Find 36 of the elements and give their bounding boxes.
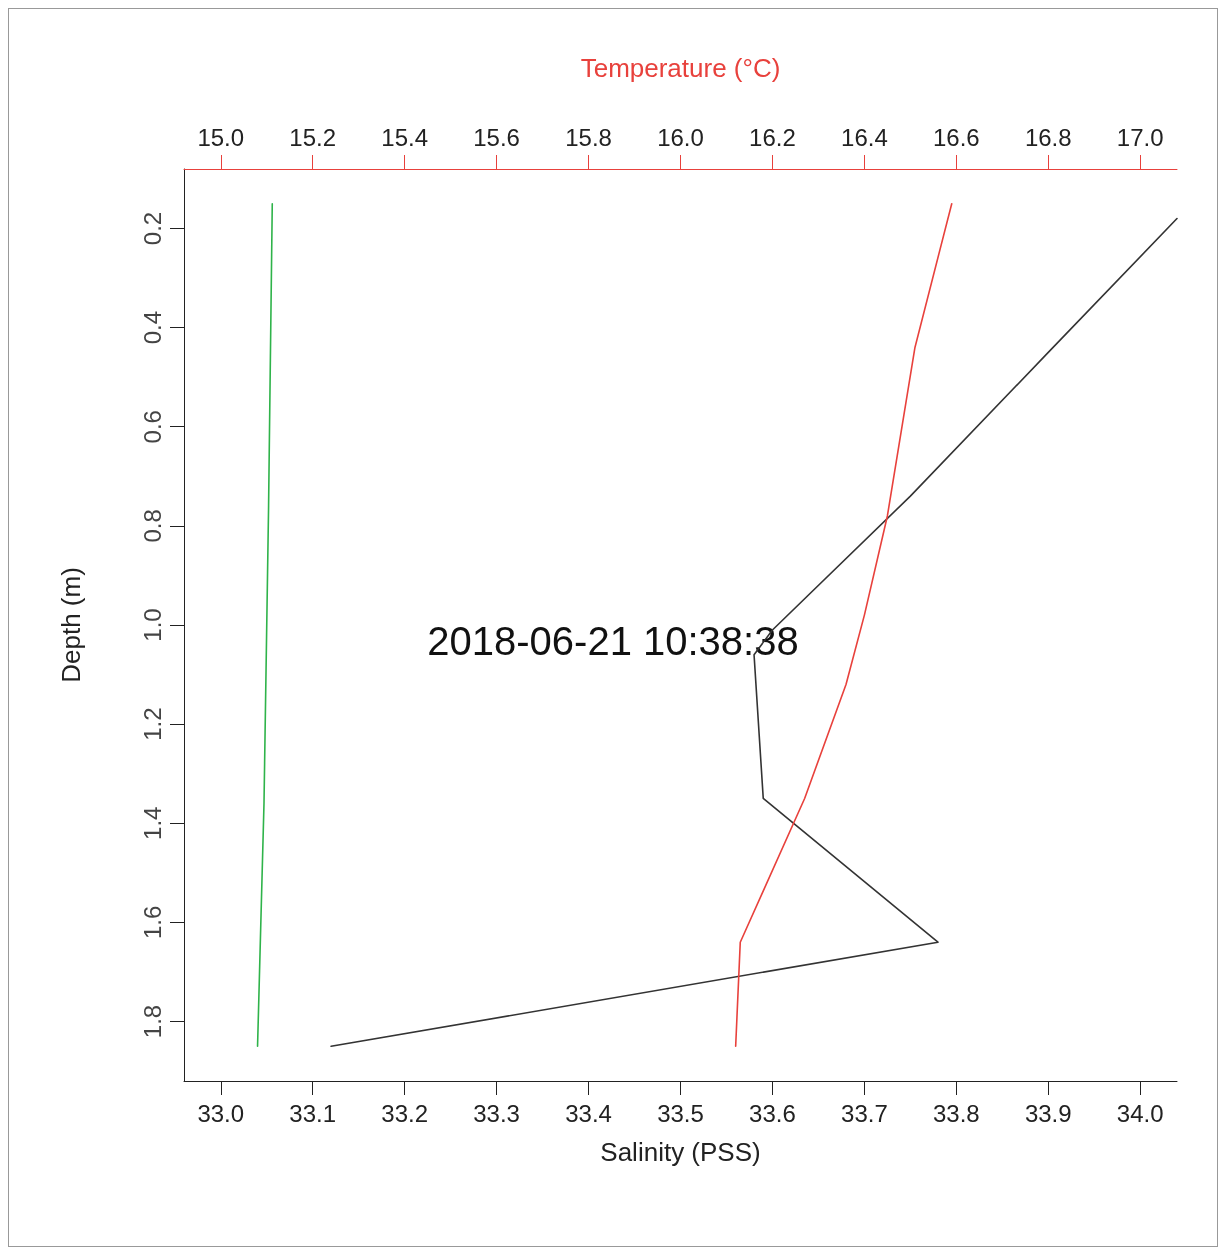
y-tick-label: 1.2: [138, 707, 166, 741]
x2-tick-label: 16.8: [1024, 123, 1072, 151]
y-tick-label: 1.8: [138, 1004, 166, 1039]
x-tick-label: 33.4: [565, 1099, 612, 1127]
x-tick-label: 33.9: [1024, 1099, 1072, 1127]
x-axis-title: Salinity (PSS): [600, 1137, 761, 1167]
y-tick-label: 1.6: [138, 905, 166, 940]
y-tick-label: 0.4: [138, 310, 166, 345]
x2-axis-title: Temperature (°C): [580, 53, 781, 83]
x2-tick-label: 17.0: [1116, 123, 1164, 151]
x-tick-label: 33.3: [473, 1099, 520, 1127]
x2-tick-label: 16.0: [657, 123, 704, 151]
x2-tick-label: 15.6: [473, 123, 520, 151]
x2-tick-label: 16.6: [932, 123, 980, 151]
y-axis-title: Depth (m): [56, 567, 86, 683]
y-tick-label: 0.8: [138, 509, 166, 543]
x2-tick-label: 15.8: [565, 123, 612, 151]
x-tick-label: 33.1: [289, 1099, 337, 1127]
y-tick-label: 0.2: [138, 211, 166, 246]
x-tick-label: 33.2: [381, 1099, 429, 1127]
line-series: [256, 202, 274, 1048]
y-tick-label: 1.4: [138, 806, 166, 840]
y-tick-label: 1.0: [138, 608, 166, 642]
x2-tick-label: 16.4: [841, 123, 888, 151]
x-tick-label: 33.5: [657, 1099, 704, 1127]
x2-tick-label: 16.2: [749, 123, 796, 151]
y-tick-label: 0.6: [138, 410, 166, 444]
x-tick-label: 33.8: [932, 1099, 980, 1127]
x2-tick-label: 15.4: [381, 123, 429, 151]
x-tick-label: 34.0: [1116, 1099, 1164, 1127]
x2-tick-label: 15.0: [197, 123, 245, 151]
x-tick-label: 33.7: [841, 1099, 888, 1127]
x-tick-label: 33.6: [749, 1099, 796, 1127]
line-series: [330, 217, 1178, 1048]
x2-tick-label: 15.2: [289, 123, 337, 151]
x-tick-label: 33.0: [197, 1099, 245, 1127]
